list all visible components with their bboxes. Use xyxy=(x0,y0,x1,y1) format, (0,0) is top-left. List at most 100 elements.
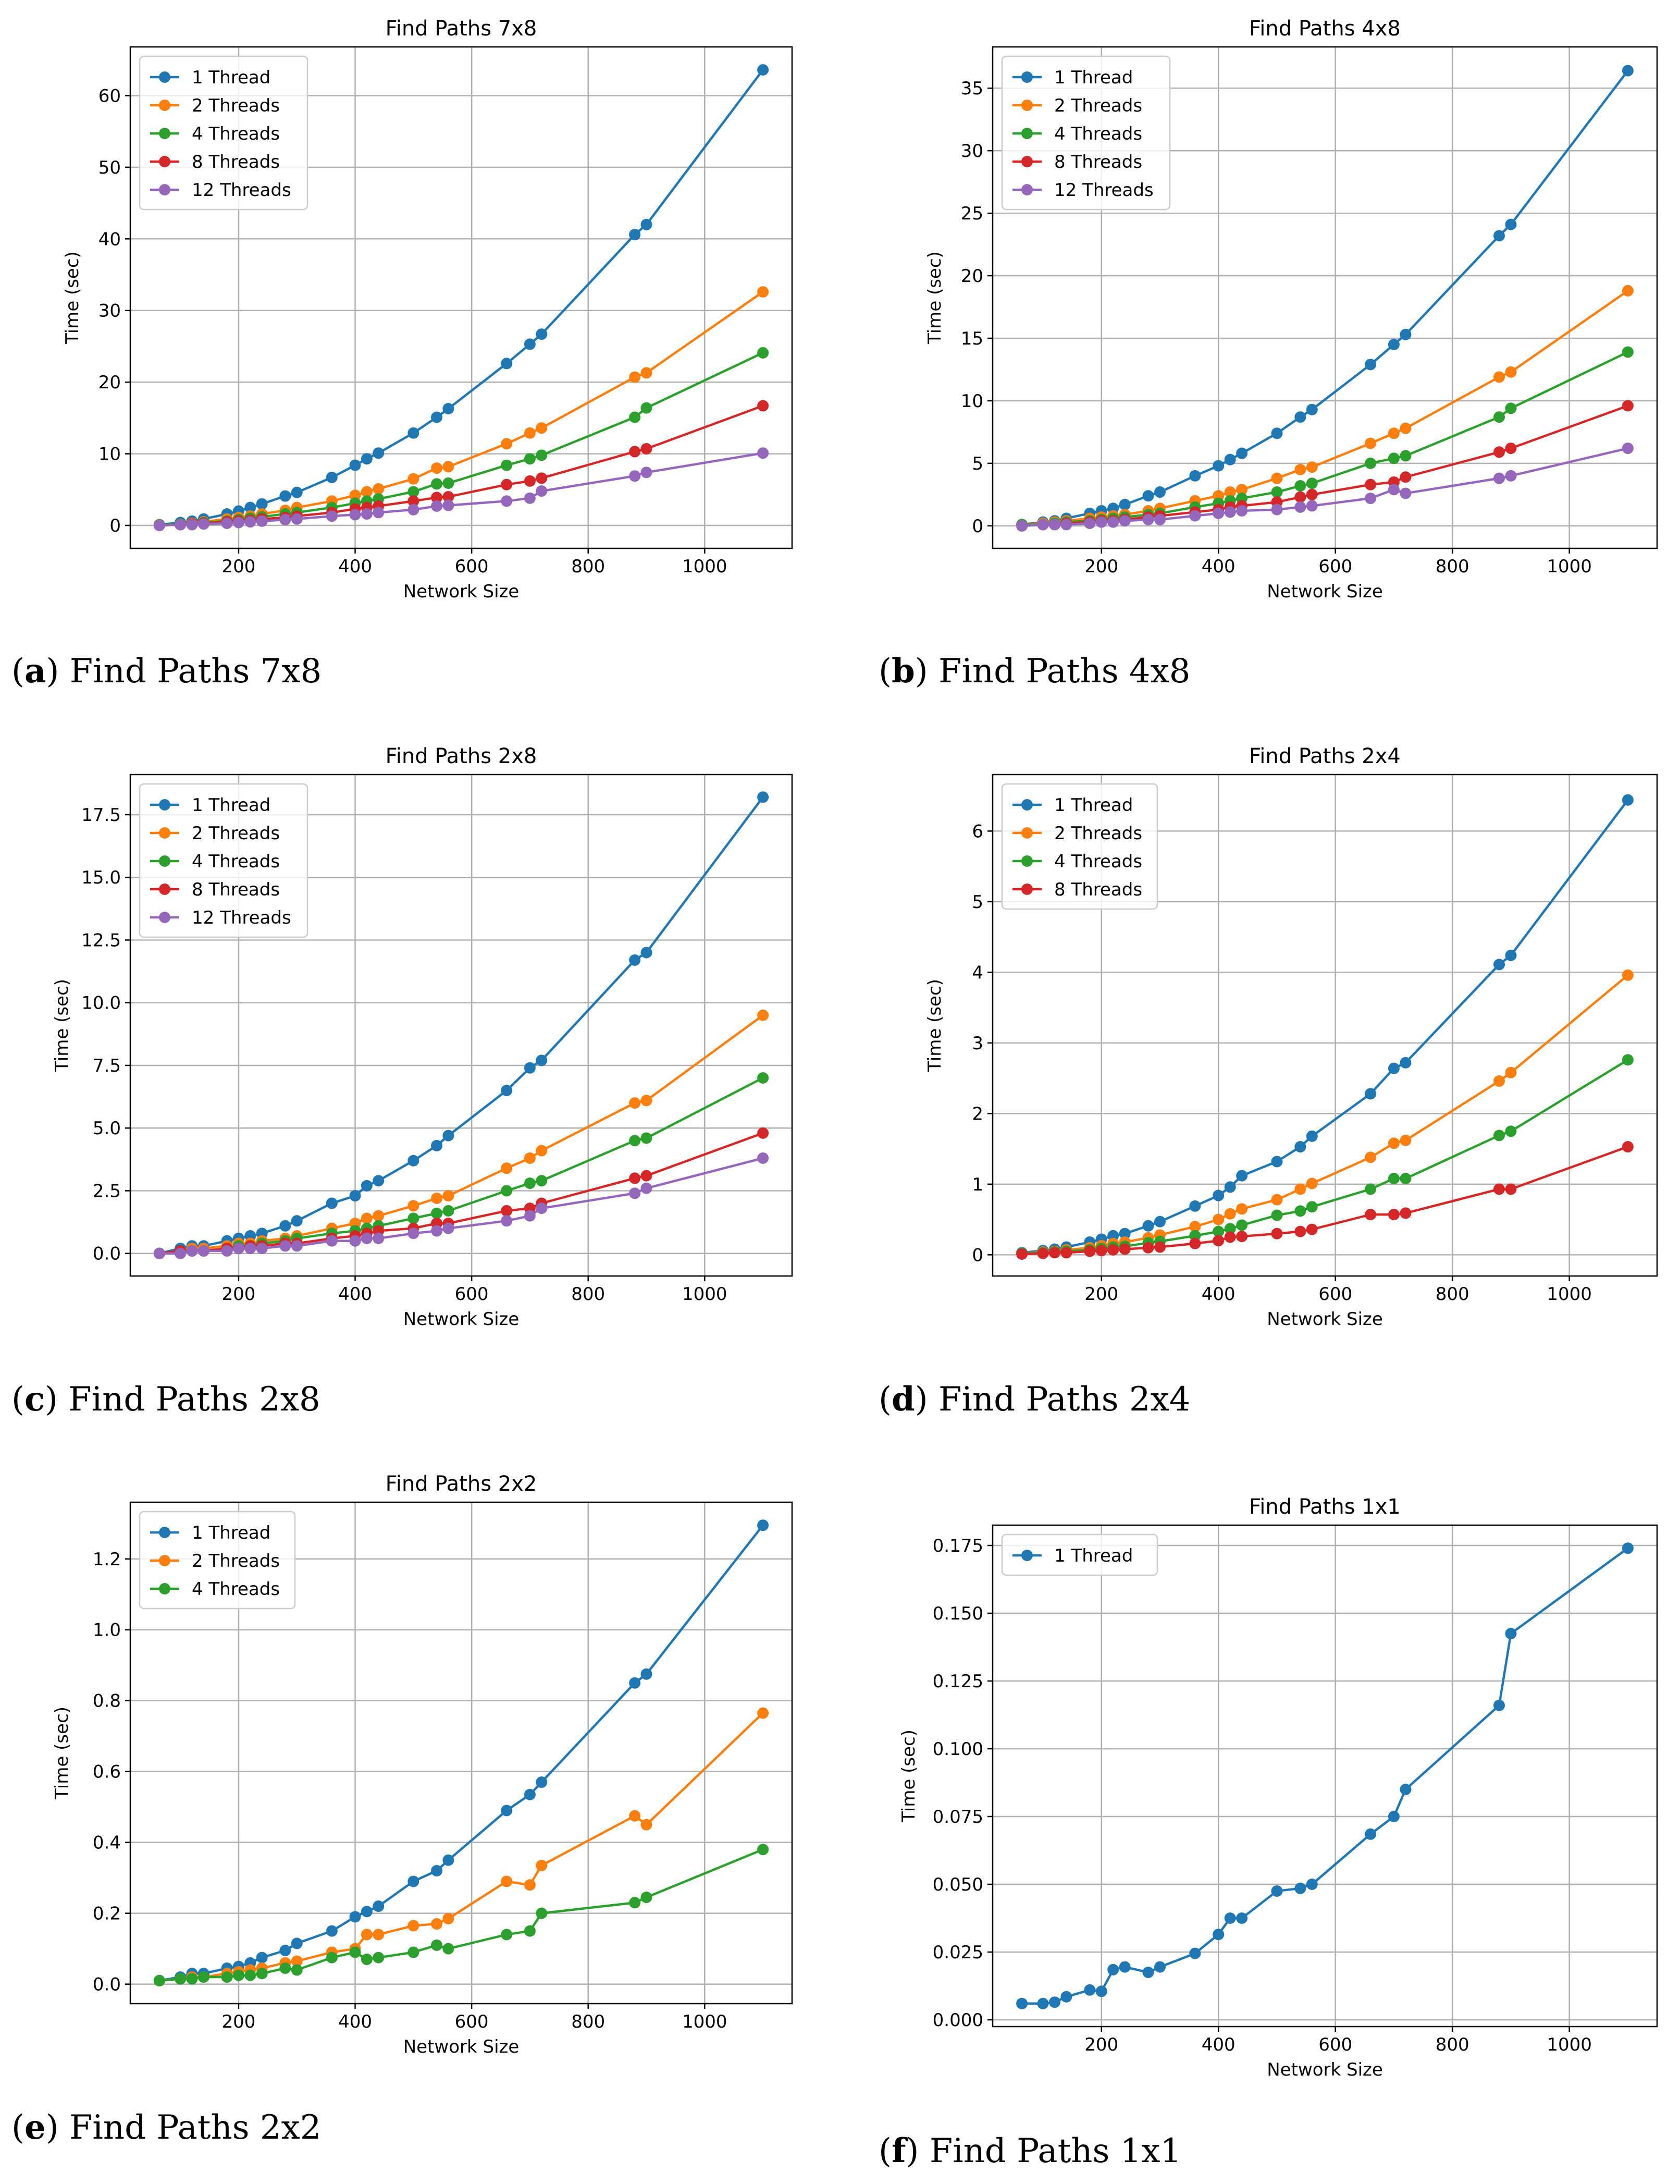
caption-text: Find Paths 2x2 xyxy=(69,2108,321,2147)
data-point xyxy=(757,64,769,76)
data-point xyxy=(757,1707,769,1719)
data-point xyxy=(1271,1885,1283,1897)
data-point xyxy=(1306,1177,1318,1189)
y-tick-label: 10 xyxy=(98,444,121,465)
legend-swatch-marker xyxy=(159,100,170,111)
legend-swatch-marker xyxy=(1021,156,1033,167)
data-point xyxy=(501,1875,513,1887)
data-point xyxy=(640,1095,652,1107)
y-tick-label: 1.0 xyxy=(93,1620,121,1641)
data-point xyxy=(442,499,454,511)
data-point xyxy=(197,1971,209,1983)
data-point xyxy=(1213,1213,1225,1225)
data-point xyxy=(536,422,548,434)
data-point xyxy=(244,501,256,513)
y-tick-label: 0.4 xyxy=(93,1833,121,1854)
data-point xyxy=(1388,1811,1400,1822)
data-point xyxy=(1048,1996,1060,2008)
data-point xyxy=(1213,1235,1225,1247)
data-point xyxy=(1154,486,1166,498)
data-point xyxy=(326,471,338,483)
series-12-threads xyxy=(153,1152,769,1259)
data-point xyxy=(1224,1912,1236,1924)
axes-frame xyxy=(992,1524,1658,2028)
legend: 1 Thread 2 Threads 4 Threads xyxy=(139,1511,296,1610)
data-point xyxy=(1119,515,1131,527)
data-point xyxy=(1142,1967,1154,1978)
data-point xyxy=(1236,1170,1248,1182)
data-point xyxy=(1493,1075,1505,1087)
legend-label: 4 Threads xyxy=(192,1579,280,1600)
panel-a: (a) Find Paths 7x8 200 400 600 800 1000 0 10 20… xyxy=(11,17,793,691)
data-point xyxy=(629,229,641,241)
data-point xyxy=(407,1920,419,1932)
data-point xyxy=(1505,949,1517,961)
data-point xyxy=(1154,513,1166,525)
data-point xyxy=(442,1222,454,1234)
data-point xyxy=(640,443,652,455)
data-point xyxy=(361,1180,373,1192)
data-point xyxy=(1400,1057,1412,1069)
data-point xyxy=(536,1859,548,1871)
data-point xyxy=(221,1971,233,1983)
data-point xyxy=(1142,513,1154,525)
y-tick-label: 6 xyxy=(972,821,983,842)
data-point xyxy=(524,1210,536,1222)
data-point xyxy=(1294,501,1306,513)
data-point xyxy=(431,1192,443,1204)
series-2-threads xyxy=(1016,969,1634,1259)
data-point xyxy=(1388,338,1400,350)
data-point xyxy=(361,508,373,520)
data-point xyxy=(1306,1130,1318,1142)
data-point xyxy=(361,1929,373,1941)
data-point xyxy=(1271,1194,1283,1206)
data-point xyxy=(640,1668,652,1680)
axes-frame xyxy=(129,46,793,549)
legend-label: 4 Threads xyxy=(192,124,280,144)
data-point xyxy=(1213,1929,1225,1941)
x-tick-label: 200 xyxy=(221,1284,255,1305)
y-tick-label: 15 xyxy=(961,328,983,349)
legend-label: 12 Threads xyxy=(192,180,291,201)
panel-d: (d) Find Paths 2x4 200 400 600 800 1000 0 1 2 3 4… xyxy=(879,744,1658,1419)
data-point xyxy=(1400,422,1412,434)
chart-title: Find Paths 2x8 xyxy=(386,744,537,768)
data-point xyxy=(1236,484,1248,496)
data-point xyxy=(640,1170,652,1182)
data-point xyxy=(1294,1205,1306,1217)
data-point xyxy=(629,1187,641,1199)
legend-swatch-marker xyxy=(1021,827,1033,839)
legend: 1 Thread 2 Threads 4 Threads 8 Threads 12 Th… xyxy=(139,55,308,211)
data-point xyxy=(326,1925,338,1937)
legend-label: 12 Threads xyxy=(1054,180,1154,201)
data-point xyxy=(629,954,641,966)
data-point xyxy=(1493,1130,1505,1142)
data-point xyxy=(1365,1183,1377,1195)
data-point xyxy=(629,1897,641,1909)
y-tick-label: 0.0 xyxy=(93,1974,121,1995)
data-point xyxy=(1236,447,1248,459)
data-point xyxy=(1388,452,1400,464)
legend-swatch-marker xyxy=(159,799,170,811)
x-tick-label: 800 xyxy=(571,2011,605,2032)
data-point xyxy=(1142,1220,1154,1232)
chart-title: Find Paths 7x8 xyxy=(386,17,537,41)
y-tick-label: 10.0 xyxy=(81,993,121,1014)
legend-label: 1 Thread xyxy=(192,795,270,816)
data-point xyxy=(536,1776,548,1788)
data-point xyxy=(1388,1062,1400,1074)
data-point xyxy=(1016,1997,1028,2009)
series-12-threads xyxy=(153,447,769,532)
legend-swatch-marker xyxy=(1021,71,1033,83)
data-point xyxy=(256,498,268,510)
data-point xyxy=(232,517,244,529)
data-point xyxy=(1271,472,1283,484)
y-axis-label: Time (sec) xyxy=(898,1729,919,1823)
series-8-threads xyxy=(1016,1141,1634,1260)
x-tick-label: 1000 xyxy=(682,556,727,577)
data-point xyxy=(1365,437,1377,449)
data-point xyxy=(536,472,548,484)
data-point xyxy=(1060,1991,1072,2003)
x-tick-label: 1000 xyxy=(682,1284,727,1305)
legend-swatch-marker xyxy=(159,855,170,867)
